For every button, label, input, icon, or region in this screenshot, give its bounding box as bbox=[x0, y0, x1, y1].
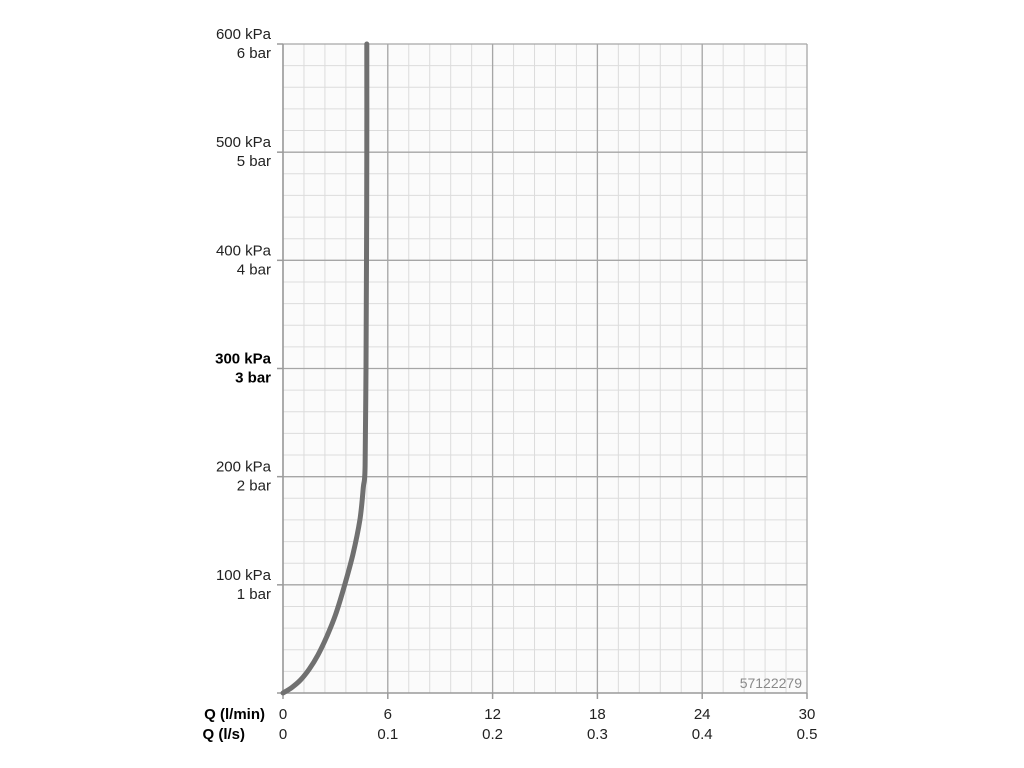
x-tick-label-ls: 0 bbox=[279, 726, 287, 743]
x-tick-label-lmin: 6 bbox=[384, 706, 392, 723]
y-tick-label-bar: 1 bar bbox=[237, 586, 271, 603]
x-tick-label-ls: 0.2 bbox=[482, 726, 503, 743]
x-axis-label-lmin: Q (l/min) bbox=[204, 706, 265, 723]
y-tick-label-kpa: 300 kPa bbox=[215, 351, 272, 368]
y-tick-label-kpa: 200 kPa bbox=[216, 459, 272, 476]
x-axis-label-ls: Q (l/s) bbox=[202, 726, 245, 743]
x-tick-label-lmin: 12 bbox=[484, 706, 501, 723]
product-code-annotation: 57122279 bbox=[740, 675, 803, 691]
x-tick-labels: 0 0 6 0.1 12 0.2 18 0.3 24 0.4 30 0.5 bbox=[279, 706, 818, 743]
x-tick-label-ls: 0.3 bbox=[587, 726, 608, 743]
x-tick-label-lmin: 30 bbox=[799, 706, 816, 723]
x-tick-label-lmin: 18 bbox=[589, 706, 606, 723]
y-tick-label-bar: 2 bar bbox=[237, 478, 271, 495]
y-tick-label-bar: 3 bar bbox=[235, 370, 271, 387]
x-tick-label-ls: 0.4 bbox=[692, 726, 713, 743]
x-tick-label-ls: 0.1 bbox=[377, 726, 398, 743]
x-tick-label-ls: 0.5 bbox=[797, 726, 818, 743]
y-tick-labels: 100 kPa 1 bar 200 kPa 2 bar 300 kPa 3 bar 400 … bbox=[215, 26, 272, 603]
y-tick-label-kpa: 500 kPa bbox=[216, 134, 272, 151]
x-tick-label-lmin: 0 bbox=[279, 706, 287, 723]
x-tick-label-lmin: 24 bbox=[694, 706, 711, 723]
y-tick-label-bar: 4 bar bbox=[237, 261, 271, 278]
y-tick-label-bar: 6 bar bbox=[237, 45, 271, 62]
axes bbox=[277, 43, 808, 699]
flow-curve-line bbox=[280, 41, 370, 696]
y-tick-label-kpa: 100 kPa bbox=[216, 567, 272, 584]
y-tick-label-bar: 5 bar bbox=[237, 153, 271, 170]
series-layer bbox=[280, 41, 370, 696]
y-tick-label-kpa: 400 kPa bbox=[216, 242, 272, 259]
y-tick-label-kpa: 600 kPa bbox=[216, 26, 272, 43]
